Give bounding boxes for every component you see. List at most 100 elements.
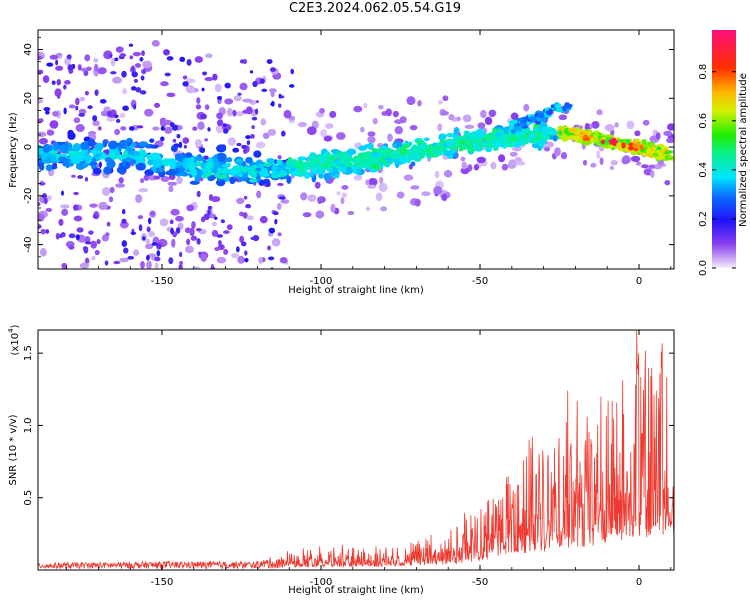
spectrogram-blob: [604, 124, 615, 132]
spectrogram-blob: [515, 125, 523, 132]
spectrogram-blob: [625, 138, 631, 145]
spectrogram-blob: [121, 240, 128, 248]
spectrogram-blob: [182, 75, 188, 80]
spectrogram-blob: [61, 208, 69, 216]
spectrogram-blob: [340, 154, 345, 160]
spectrogram-blob: [49, 54, 59, 60]
spectrogram-blob: [530, 139, 536, 144]
spectrogram-blob: [508, 159, 516, 167]
spectrogram-blob: [253, 150, 262, 158]
spectrogram-blob: [130, 231, 137, 235]
spectrogram-blob: [596, 150, 601, 160]
spectrogram-blob: [144, 169, 155, 176]
spectrogram-blob: [642, 119, 650, 126]
spectrogram-blob: [667, 155, 673, 159]
spectrogram-blob: [189, 227, 195, 237]
spectrogram-blob: [550, 128, 557, 133]
spectrogram-blob: [256, 190, 262, 199]
spectrogram-blob: [414, 198, 421, 207]
spectrogram-blob: [524, 136, 529, 145]
spectrogram-blob: [300, 192, 308, 201]
spectrogram-blob: [92, 167, 102, 175]
spectrogram-blob: [230, 282, 237, 289]
spectrogram-blob: [588, 130, 593, 135]
spectrogram-blob: [199, 270, 208, 276]
spectrogram-blob: [375, 192, 383, 202]
spectrogram-blob: [198, 251, 202, 256]
spectrogram-blob: [319, 158, 326, 163]
spectrogram-blob: [278, 93, 282, 99]
spectrogram-blob: [318, 165, 325, 170]
spectrogram-blob: [367, 184, 377, 189]
snr-scale-exponent: 4: [7, 328, 15, 333]
spectrogram-blob: [147, 231, 156, 238]
spectrogram-blob: [45, 164, 53, 172]
spectrogram-blob: [89, 203, 98, 208]
spectrogram-blob: [127, 255, 135, 260]
spectrogram-blob: [93, 57, 99, 63]
spectrogram-x-tick-label: -150: [151, 276, 174, 287]
spectrogram-blob: [76, 227, 84, 233]
spectrogram-blob: [211, 196, 221, 203]
spectrogram-blob: [245, 135, 252, 140]
spectrogram-blob: [105, 232, 110, 237]
spectrogram-blob: [56, 94, 61, 99]
spectrogram-blob: [274, 218, 278, 225]
spectrogram-blob: [477, 122, 486, 129]
spectrogram-blob: [353, 175, 363, 181]
spectrogram-blob: [648, 164, 656, 169]
spectrogram-blob: [330, 148, 340, 154]
spectrogram-blob: [323, 135, 333, 142]
spectrogram-blob: [329, 110, 337, 119]
spectrogram-blob: [240, 283, 250, 291]
spectrogram-blob: [202, 71, 208, 76]
spectrogram-blob: [119, 139, 128, 146]
spectrogram-blob: [79, 141, 90, 151]
spectrogram-blob: [456, 116, 461, 122]
spectrogram-blob: [276, 159, 283, 165]
spectrogram-blob: [114, 114, 119, 119]
spectrogram-blob: [164, 72, 171, 77]
spectrogram-blob: [156, 242, 162, 250]
spectrogram-blob: [94, 142, 104, 151]
spectrogram-blob: [539, 139, 545, 144]
spectrogram-blob: [38, 69, 44, 75]
spectrogram-blob: [73, 215, 83, 222]
spectrogram-blob: [279, 172, 287, 177]
spectrogram-blob: [55, 59, 59, 66]
spectrogram-blob: [204, 104, 210, 111]
spectrogram-blob: [136, 125, 144, 129]
spectrogram-blob: [470, 139, 476, 144]
spectrogram-blob: [211, 168, 218, 174]
spectrogram-blob: [204, 76, 214, 82]
spectrogram-blob: [271, 238, 281, 247]
spectrogram-blob: [204, 163, 211, 169]
spectrogram-blob: [124, 160, 131, 169]
spectrogram-blob: [168, 185, 174, 193]
spectrogram-blob: [409, 125, 418, 131]
spectrogram-blob: [196, 190, 201, 198]
spectrogram-blob: [133, 150, 141, 157]
spectrogram-blob: [666, 137, 674, 144]
spectrogram-blob: [97, 126, 102, 131]
spectrogram-blob: [297, 121, 307, 128]
spectrogram-blob: [176, 176, 183, 185]
spectrogram-blob: [215, 124, 224, 134]
spectrogram-blob: [104, 260, 109, 266]
spectrogram-blob: [475, 128, 486, 138]
spectrogram-blob: [94, 89, 99, 97]
spectrogram-blob: [177, 153, 187, 159]
spectrogram-blob: [214, 173, 222, 178]
spectrogram-blob: [204, 138, 208, 142]
spectrogram-blob: [249, 70, 254, 74]
spectrogram-blob: [119, 257, 129, 263]
spectrogram-blob: [77, 175, 84, 179]
spectrogram-blob: [135, 194, 143, 204]
spectrogram-blob: [106, 159, 116, 169]
spectrogram-blob: [137, 215, 144, 220]
spectrogram-blob: [38, 99, 44, 104]
spectrogram-blob: [197, 121, 205, 130]
spectrogram-blob: [411, 144, 419, 154]
spectrogram-blob: [247, 225, 253, 232]
spectrogram-y-axis-label: Frequency (Hz): [8, 112, 19, 188]
